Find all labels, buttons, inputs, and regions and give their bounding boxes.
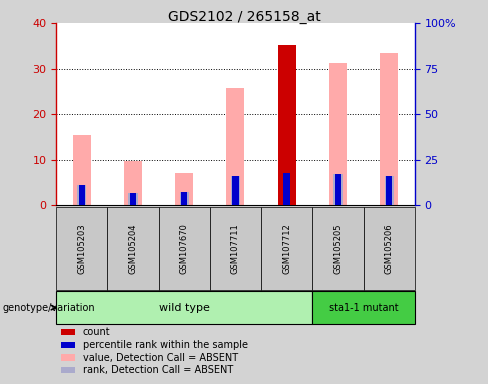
Bar — [130, 193, 136, 205]
Text: GSM105206: GSM105206 — [385, 223, 394, 274]
Bar — [79, 185, 85, 205]
Text: value, Detection Call = ABSENT: value, Detection Call = ABSENT — [83, 353, 238, 362]
Text: wild type: wild type — [159, 303, 210, 313]
Bar — [385, 176, 394, 205]
Bar — [284, 173, 290, 205]
Text: GSM105203: GSM105203 — [77, 223, 86, 274]
Bar — [226, 88, 244, 205]
Text: GSM105205: GSM105205 — [333, 223, 343, 274]
Bar — [386, 176, 392, 205]
Text: sta1-1 mutant: sta1-1 mutant — [329, 303, 398, 313]
Bar — [333, 174, 343, 205]
Text: GSM107712: GSM107712 — [282, 223, 291, 274]
Bar — [380, 53, 398, 205]
Bar — [128, 193, 138, 205]
Bar — [73, 135, 91, 205]
Bar — [180, 192, 189, 205]
Bar — [232, 176, 239, 205]
Text: GDS2102 / 265158_at: GDS2102 / 265158_at — [167, 10, 321, 23]
Bar — [278, 45, 296, 205]
Bar — [329, 63, 347, 205]
Text: GSM105204: GSM105204 — [128, 223, 138, 274]
Bar — [124, 161, 142, 205]
Bar — [77, 185, 86, 205]
Text: GSM107711: GSM107711 — [231, 223, 240, 274]
Text: GSM107670: GSM107670 — [180, 223, 189, 274]
Text: genotype/variation: genotype/variation — [2, 303, 95, 313]
Bar — [335, 174, 341, 205]
Text: percentile rank within the sample: percentile rank within the sample — [83, 340, 248, 350]
Text: rank, Detection Call = ABSENT: rank, Detection Call = ABSENT — [83, 365, 233, 375]
Bar — [175, 173, 193, 205]
Bar — [231, 176, 240, 205]
Text: count: count — [83, 327, 111, 337]
Bar — [181, 192, 187, 205]
